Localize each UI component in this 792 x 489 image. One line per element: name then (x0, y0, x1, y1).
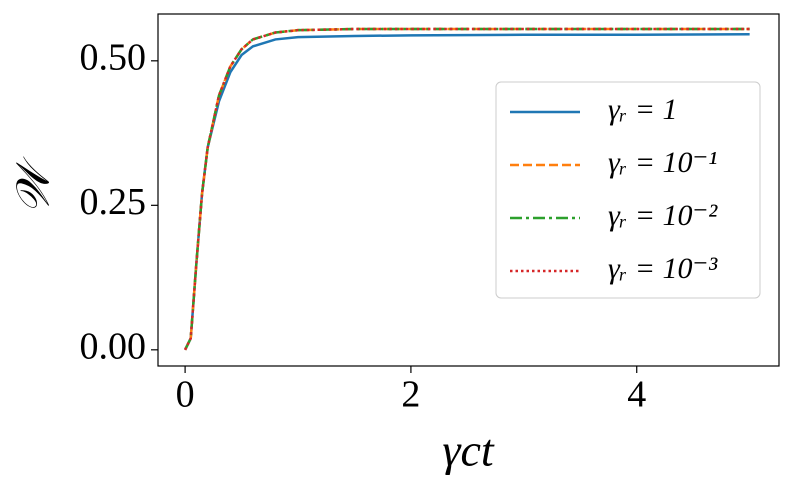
y-axis-label: 𝒲 (8, 156, 59, 214)
x-tick-label: 0 (176, 374, 195, 416)
legend-label: γᵣ = 10⁻¹ (608, 146, 717, 179)
legend-label: γᵣ = 10⁻² (608, 199, 718, 232)
legend-box (495, 81, 761, 299)
x-tick-label: 2 (401, 374, 420, 416)
plot-frame (157, 13, 780, 367)
y-tick-label: 0.00 (80, 326, 147, 368)
legend-label: γᵣ = 10⁻³ (608, 252, 718, 285)
x-tick-label: 4 (627, 374, 646, 416)
series-line (183, 27, 750, 351)
x-axis-label: γct (442, 425, 495, 476)
y-tick-label: 0.50 (80, 37, 147, 79)
y-tick-label: 0.25 (80, 181, 147, 223)
legend-label: γᵣ = 1 (608, 93, 677, 126)
